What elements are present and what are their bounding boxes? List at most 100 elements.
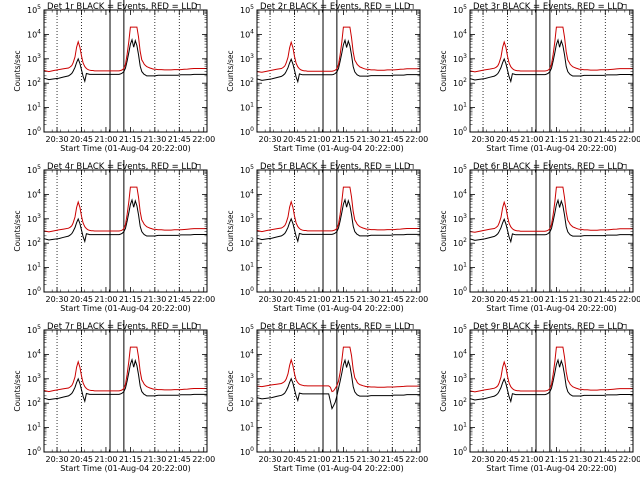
x-tick-label: 21:15 xyxy=(119,135,142,144)
y-tick-exponent: 5 xyxy=(463,4,467,11)
panel-title: Det 8r BLACK = Events, RED = LLD xyxy=(260,322,411,332)
panel-title: Det 7r BLACK = Events, RED = LLD xyxy=(47,322,198,332)
y-tick-label: 102 xyxy=(27,77,41,88)
y-tick-base: 10 xyxy=(240,215,250,224)
x-tick-label: 21:30 xyxy=(356,135,379,144)
y-tick-base: 10 xyxy=(453,448,463,457)
panel-det-2: Det 2r BLACK = Events, RED = LLD⊓1001011… xyxy=(226,0,428,153)
y-tick-label: 101 xyxy=(240,262,254,273)
x-tick-label: 21:00 xyxy=(307,295,330,304)
y-tick-exponent: 0 xyxy=(463,286,467,293)
y-tick-base: 10 xyxy=(453,190,463,199)
y-axis-label: Counts/sec xyxy=(226,210,235,251)
y-tick-label: 100 xyxy=(27,126,41,137)
y-tick-exponent: 1 xyxy=(463,102,467,109)
y-tick-base: 10 xyxy=(27,326,37,335)
events-series-line xyxy=(43,38,207,84)
events-series-line xyxy=(43,198,207,244)
y-tick-exponent: 5 xyxy=(37,4,41,11)
y-tick-base: 10 xyxy=(27,350,37,359)
x-tick-label: 20:45 xyxy=(70,455,93,464)
x-tick-label: 21:45 xyxy=(381,135,404,144)
x-tick-label: 20:45 xyxy=(496,135,519,144)
y-tick-exponent: 3 xyxy=(250,373,254,380)
y-tick-exponent: 2 xyxy=(37,237,41,244)
y-tick-label: 104 xyxy=(240,28,254,39)
y-tick-exponent: 1 xyxy=(37,262,41,269)
x-tick-label: 21:30 xyxy=(143,135,166,144)
y-tick-base: 10 xyxy=(453,239,463,248)
x-tick-label: 21:00 xyxy=(307,135,330,144)
x-tick-label: 21:45 xyxy=(594,295,617,304)
y-tick-label: 101 xyxy=(240,422,254,433)
y-tick-base: 10 xyxy=(453,288,463,297)
corner-marker: ⊓ xyxy=(621,322,627,331)
x-tick-label: 21:15 xyxy=(332,135,355,144)
y-tick-base: 10 xyxy=(240,79,250,88)
x-tick-label: 22:00 xyxy=(618,295,640,304)
x-tick-label: 22:00 xyxy=(192,455,215,464)
y-tick-exponent: 4 xyxy=(250,28,254,35)
y-tick-base: 10 xyxy=(27,448,37,457)
y-axis-label: Counts/sec xyxy=(439,50,448,91)
x-tick-label: 20:30 xyxy=(259,455,282,464)
panel-title: Det 4r BLACK = Events, RED = LLD xyxy=(47,162,198,172)
y-tick-base: 10 xyxy=(27,375,37,384)
y-tick-base: 10 xyxy=(453,215,463,224)
y-tick-label: 105 xyxy=(453,324,467,335)
x-tick-label: 21:00 xyxy=(94,295,117,304)
y-tick-label: 104 xyxy=(453,188,467,199)
y-tick-base: 10 xyxy=(453,375,463,384)
x-tick-label: 21:00 xyxy=(307,455,330,464)
y-tick-exponent: 1 xyxy=(250,422,254,429)
y-tick-base: 10 xyxy=(240,424,250,433)
y-axis-label: Counts/sec xyxy=(13,50,22,91)
y-tick-exponent: 1 xyxy=(37,102,41,109)
x-tick-label: 21:45 xyxy=(168,135,191,144)
y-tick-base: 10 xyxy=(240,375,250,384)
y-tick-exponent: 4 xyxy=(37,28,41,35)
y-tick-label: 105 xyxy=(27,324,41,335)
events-series-line xyxy=(469,358,633,404)
y-tick-base: 10 xyxy=(240,326,250,335)
y-tick-exponent: 4 xyxy=(37,348,41,355)
corner-marker: ⊓ xyxy=(408,162,414,171)
y-tick-exponent: 2 xyxy=(250,397,254,404)
panel-det-5: Det 5r BLACK = Events, RED = LLD⊓1001011… xyxy=(226,160,428,313)
x-tick-label: 20:45 xyxy=(496,295,519,304)
x-axis-label: Start Time (01-Aug-04 20:22:00) xyxy=(486,464,617,473)
y-tick-exponent: 0 xyxy=(463,446,467,453)
x-tick-label: 21:45 xyxy=(594,135,617,144)
y-tick-label: 102 xyxy=(453,397,467,408)
y-tick-exponent: 5 xyxy=(37,324,41,331)
y-axis-label: Counts/sec xyxy=(226,370,235,411)
y-tick-base: 10 xyxy=(27,79,37,88)
y-tick-label: 102 xyxy=(240,397,254,408)
x-tick-label: 21:30 xyxy=(569,135,592,144)
panel-title: Det 3r BLACK = Events, RED = LLD xyxy=(473,2,624,12)
y-tick-exponent: 0 xyxy=(463,126,467,133)
y-tick-exponent: 4 xyxy=(463,348,467,355)
y-tick-exponent: 2 xyxy=(37,77,41,84)
events-series-line xyxy=(469,38,633,84)
x-axis-label: Start Time (01-Aug-04 20:22:00) xyxy=(486,144,617,153)
x-tick-label: 21:15 xyxy=(119,455,142,464)
x-tick-label: 21:00 xyxy=(520,455,543,464)
panel-det-4: Det 4r BLACK = Events, RED = LLD⊓1001011… xyxy=(13,160,215,313)
y-tick-label: 105 xyxy=(453,4,467,15)
x-tick-label: 21:45 xyxy=(168,295,191,304)
y-tick-exponent: 1 xyxy=(463,422,467,429)
y-tick-base: 10 xyxy=(27,424,37,433)
y-tick-label: 105 xyxy=(453,164,467,175)
events-series-line xyxy=(256,358,420,411)
y-tick-exponent: 0 xyxy=(37,446,41,453)
y-tick-exponent: 4 xyxy=(37,188,41,195)
corner-marker: ⊓ xyxy=(621,162,627,171)
x-tick-label: 20:45 xyxy=(283,135,306,144)
y-tick-base: 10 xyxy=(240,448,250,457)
y-tick-label: 103 xyxy=(453,373,467,384)
y-tick-base: 10 xyxy=(240,6,250,15)
x-tick-label: 21:15 xyxy=(332,295,355,304)
y-tick-label: 103 xyxy=(240,373,254,384)
